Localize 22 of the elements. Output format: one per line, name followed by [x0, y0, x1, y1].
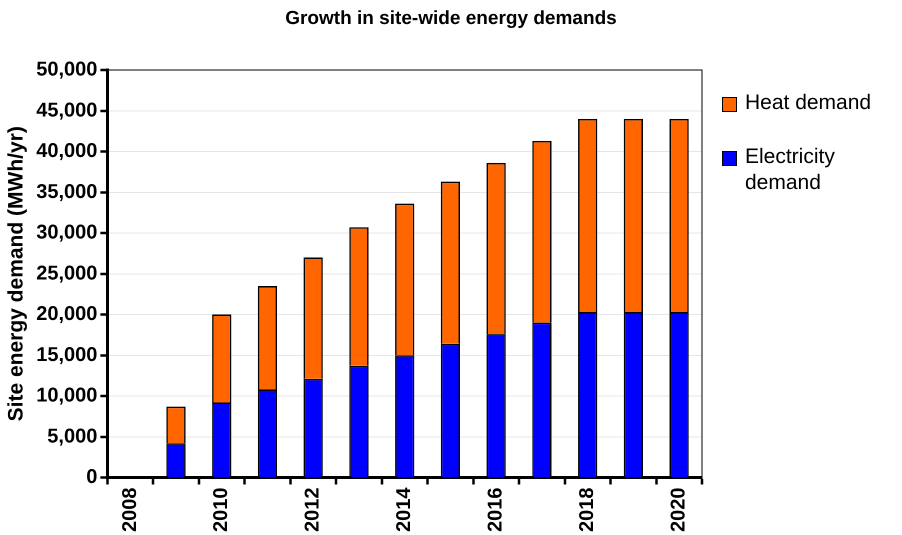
x-tick-label: 2018: [576, 488, 598, 532]
y-tick-label: 20,000: [36, 303, 98, 326]
y-tick-label: 15,000: [36, 344, 98, 366]
legend-label: Electricity demand: [745, 144, 836, 196]
y-tick-label: 45,000: [36, 99, 98, 122]
y-tick-label: 25,000: [36, 262, 98, 284]
y-tick-label: 35,000: [36, 180, 98, 203]
y-tick-label: 50,000: [36, 58, 98, 81]
y-axis-title: Site energy demand (MWh/yr): [4, 126, 28, 422]
x-tick-label: 2008: [118, 488, 141, 532]
x-tick-label: 2020: [668, 488, 690, 532]
x-tick-label: 2010: [210, 488, 232, 532]
x-tick-label: 2012: [302, 488, 324, 532]
y-tick-label: 0: [86, 466, 98, 488]
x-tick-label: 2014: [393, 486, 416, 532]
x-tick-label: 2016: [484, 488, 507, 532]
y-tick-label: 40,000: [36, 140, 98, 162]
legend-label: Heat demand: [745, 90, 872, 116]
y-tick-label: 30,000: [36, 222, 98, 244]
chart-title: Growth in site-wide energy demands: [284, 8, 618, 30]
y-tick-label: 5,000: [47, 425, 98, 448]
y-tick-label: 10,000: [36, 384, 98, 407]
